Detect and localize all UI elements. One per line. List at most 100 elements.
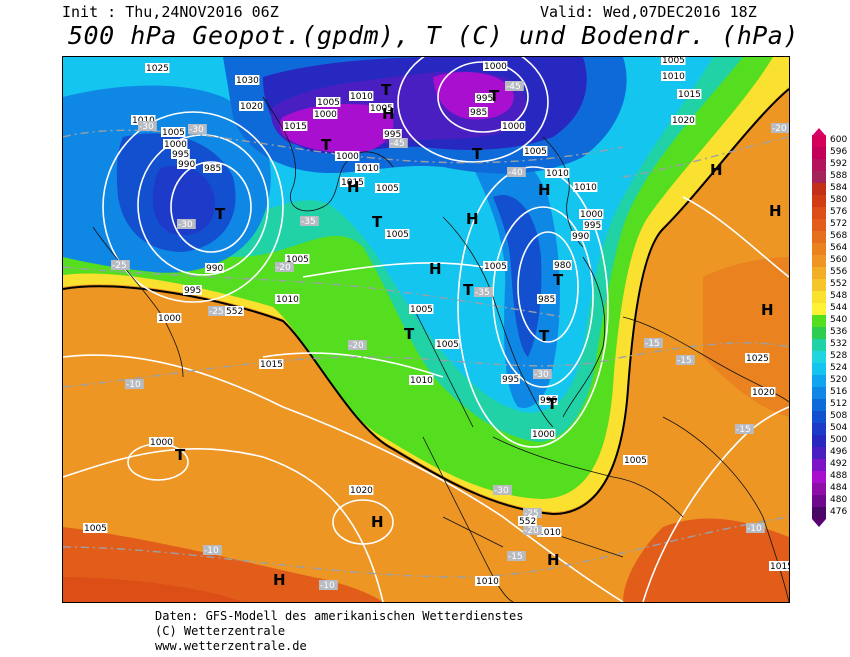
colorbar-label: 580 xyxy=(830,195,848,205)
svg-text:1000: 1000 xyxy=(502,122,525,132)
temperature-labels: -30 -30 -30 -35 -25 -20 -20 -25 -10 -45 -45 -40 -35 -… xyxy=(111,81,789,591)
colorbar-swatch xyxy=(812,255,826,268)
pressure-label: 1020 xyxy=(671,115,696,126)
svg-text:1000: 1000 xyxy=(484,62,507,72)
pressure-label: 995 xyxy=(383,129,402,140)
pressure-label: 1010 xyxy=(349,91,374,102)
colorbar-label: 540 xyxy=(830,315,848,325)
temperature-label: -15 xyxy=(507,551,526,562)
svg-text:1005: 1005 xyxy=(524,147,547,157)
colorbar-label: 584 xyxy=(830,183,848,193)
colorbar-swatch xyxy=(812,375,826,388)
svg-text:1010: 1010 xyxy=(350,92,373,102)
svg-text:1010: 1010 xyxy=(276,295,299,305)
isotherms xyxy=(63,129,789,578)
pressure-label: 1015 xyxy=(340,177,365,188)
colorbar-swatch xyxy=(812,171,826,184)
warm-field-east xyxy=(703,257,789,417)
pressure-label: 1030 xyxy=(235,75,260,86)
svg-text:1010: 1010 xyxy=(538,528,561,538)
colorbar-swatch xyxy=(812,483,826,496)
colorbar-swatch xyxy=(812,243,826,256)
svg-text:1000: 1000 xyxy=(158,314,181,324)
pressure-label: 1020 xyxy=(239,101,264,112)
colorbar-label: 524 xyxy=(830,363,848,373)
pressure-label: 990 xyxy=(205,263,224,274)
colorbar-label: 572 xyxy=(830,219,848,229)
svg-text:-20: -20 xyxy=(772,124,787,134)
pressure-label: 1025 xyxy=(145,63,170,74)
temperature-label: -45 xyxy=(389,138,408,149)
pressure-label: 1005 xyxy=(385,229,410,240)
colorbar-label: 600 xyxy=(830,135,848,145)
svg-text:1005: 1005 xyxy=(84,524,107,534)
svg-text:1030: 1030 xyxy=(236,76,259,86)
colorbar-swatch xyxy=(812,303,826,316)
pressure-label: 1020 xyxy=(349,485,374,496)
svg-text:990: 990 xyxy=(206,264,223,274)
colorbar-bottom-arrow xyxy=(812,519,826,527)
colorbar-label: 520 xyxy=(830,375,848,385)
svg-text:-15: -15 xyxy=(736,425,751,435)
pressure-label: 995 xyxy=(501,374,520,385)
svg-text:990: 990 xyxy=(572,232,589,242)
colorbar-swatch xyxy=(812,339,826,352)
temperature-label: -25 xyxy=(523,508,542,519)
temperature-label: -30 xyxy=(188,124,207,135)
svg-text:1005: 1005 xyxy=(436,340,459,350)
temperature-label: -10 xyxy=(319,580,338,591)
svg-text:1005: 1005 xyxy=(484,262,507,272)
high-pressure-center: H xyxy=(347,178,360,196)
pressure-label: 990 xyxy=(571,231,590,242)
pressure-label: 1005 xyxy=(375,183,400,194)
geopotential-label: 552 xyxy=(225,306,244,317)
init-time: Init : Thu,24NOV2016 06Z xyxy=(62,3,279,21)
pressure-label: 1005 xyxy=(369,103,394,114)
high-pressure-center: H xyxy=(761,301,774,319)
svg-text:-35: -35 xyxy=(301,217,316,227)
svg-text:1005: 1005 xyxy=(286,255,309,265)
colorbar-swatch xyxy=(812,399,826,412)
chart-title: 500 hPa Geopot.(gpdm), T (C) und Bodendr… xyxy=(68,21,799,50)
svg-text:-20: -20 xyxy=(524,526,539,536)
pressure-label: 1005 xyxy=(316,97,341,108)
svg-text:990: 990 xyxy=(178,160,195,170)
temperature-label: -20 xyxy=(771,123,789,134)
svg-text:-35: -35 xyxy=(475,288,490,298)
svg-text:1020: 1020 xyxy=(350,486,373,496)
pressure-label: 1005 xyxy=(285,254,310,265)
svg-text:-25: -25 xyxy=(209,307,224,317)
svg-text:-10: -10 xyxy=(320,581,335,591)
footer-source: Daten: GFS-Modell des amerikanischen Wet… xyxy=(155,609,524,623)
low-pressure-center: T xyxy=(381,81,392,99)
svg-text:1005: 1005 xyxy=(162,128,185,138)
high-pressure-center: H xyxy=(547,551,560,569)
colorbar-swatch xyxy=(812,411,826,424)
colorbar-top-arrow xyxy=(812,128,826,136)
svg-text:980: 980 xyxy=(554,261,571,271)
colorbar-swatch xyxy=(812,267,826,280)
colorbar-label: 596 xyxy=(830,147,848,157)
high-pressure-center: H xyxy=(273,571,286,589)
svg-text:1000: 1000 xyxy=(580,210,603,220)
colorbar-label: 492 xyxy=(830,459,848,469)
pressure-label: 1010 xyxy=(545,168,570,179)
temperature-label: -25 xyxy=(111,260,130,271)
temperature-label: -25 xyxy=(208,306,227,317)
svg-text:1015: 1015 xyxy=(678,90,701,100)
geopotential-label: 552 xyxy=(518,516,537,527)
colorbar-swatch xyxy=(812,423,826,436)
svg-text:1010: 1010 xyxy=(410,376,433,386)
colorbar-label: 516 xyxy=(830,387,848,397)
svg-text:1010: 1010 xyxy=(546,169,569,179)
colorbar-label: 544 xyxy=(830,303,848,313)
svg-text:-30: -30 xyxy=(494,486,509,496)
colorbar-swatch xyxy=(812,495,826,508)
pressure-label: 995 xyxy=(475,93,494,104)
temperature-label: -35 xyxy=(474,287,493,298)
pressure-label: 995 xyxy=(171,149,190,160)
colorbar-label: 548 xyxy=(830,291,848,301)
svg-text:1025: 1025 xyxy=(746,354,769,364)
svg-text:995: 995 xyxy=(476,94,493,104)
north-cold-magenta xyxy=(279,104,394,153)
